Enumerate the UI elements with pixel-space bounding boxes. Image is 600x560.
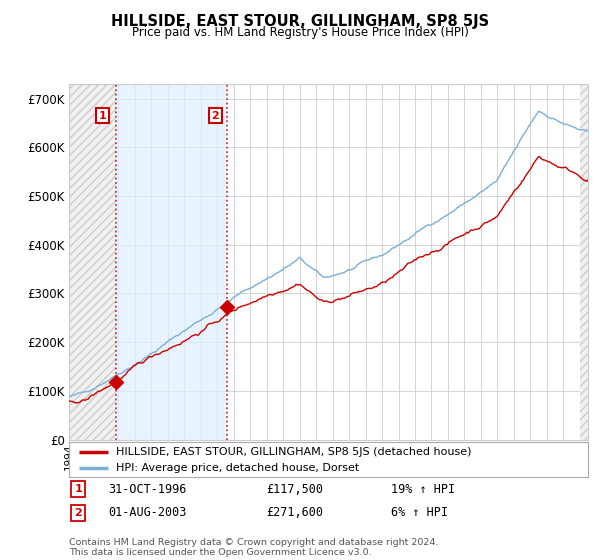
Text: HILLSIDE, EAST STOUR, GILLINGHAM, SP8 5JS: HILLSIDE, EAST STOUR, GILLINGHAM, SP8 5J… <box>111 14 489 29</box>
Text: 01-AUG-2003: 01-AUG-2003 <box>108 506 187 519</box>
Text: £271,600: £271,600 <box>266 506 323 519</box>
Text: 6% ↑ HPI: 6% ↑ HPI <box>391 506 448 519</box>
Bar <box>580 84 588 440</box>
Text: £117,500: £117,500 <box>266 483 323 496</box>
Text: Price paid vs. HM Land Registry's House Price Index (HPI): Price paid vs. HM Land Registry's House … <box>131 26 469 39</box>
Bar <box>116 84 227 440</box>
Text: 1: 1 <box>74 484 82 494</box>
Text: 31-OCT-1996: 31-OCT-1996 <box>108 483 187 496</box>
Text: Contains HM Land Registry data © Crown copyright and database right 2024.
This d: Contains HM Land Registry data © Crown c… <box>69 538 439 557</box>
Bar <box>69 84 116 440</box>
Text: HILLSIDE, EAST STOUR, GILLINGHAM, SP8 5JS (detached house): HILLSIDE, EAST STOUR, GILLINGHAM, SP8 5J… <box>116 447 471 457</box>
Text: 1: 1 <box>98 111 106 120</box>
Text: HPI: Average price, detached house, Dorset: HPI: Average price, detached house, Dors… <box>116 463 359 473</box>
Text: 2: 2 <box>211 111 219 120</box>
Text: 2: 2 <box>74 508 82 517</box>
Text: 19% ↑ HPI: 19% ↑ HPI <box>391 483 455 496</box>
